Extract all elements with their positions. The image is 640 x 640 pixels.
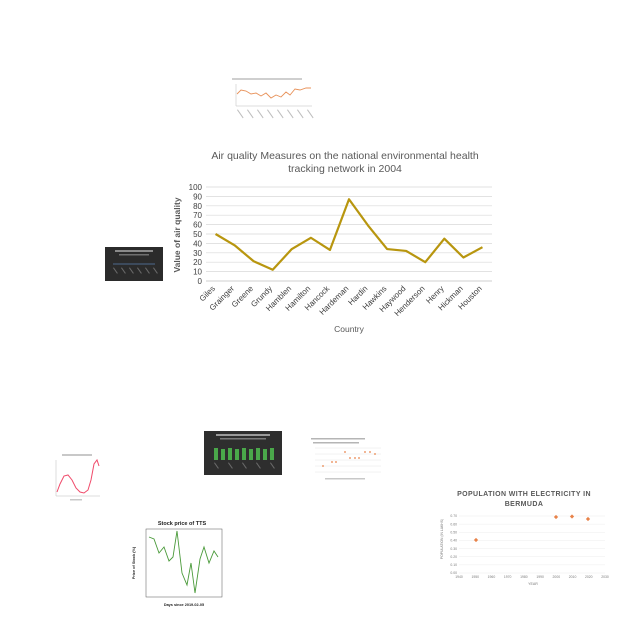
thumbnail-pink-line-chart xyxy=(50,452,102,504)
chart-title-line-1: Air quality Measures on the national env… xyxy=(211,150,478,162)
population-y-tick: 0.70 xyxy=(450,514,457,518)
y-tick-label: 80 xyxy=(193,202,202,211)
y-tick-label: 10 xyxy=(193,268,202,277)
thumbnail-stock-chart: Stock price of TTS Price of Stock (%) Da… xyxy=(130,517,225,609)
y-tick-label: 50 xyxy=(193,230,202,239)
thumbnail-population-chart: POPULATION WITH ELECTRICITY IN BERMUDA P… xyxy=(437,485,612,593)
population-x-tick: 2010 xyxy=(569,575,577,579)
population-x-tick: 2000 xyxy=(553,575,561,579)
thumbnail-dark-chart-left xyxy=(105,247,163,281)
population-y-tick: 0.40 xyxy=(450,539,457,543)
thumbnail-small-line-chart xyxy=(222,76,314,132)
y-axis-label: Value of air quality xyxy=(172,197,182,272)
y-tick-label: 0 xyxy=(198,277,203,286)
thumbnail-army-scatter-chart xyxy=(305,436,383,486)
population-y-tick: 0.60 xyxy=(450,522,457,526)
y-tick-label: 60 xyxy=(193,221,202,230)
y-tick-label: 70 xyxy=(193,211,202,220)
population-x-ticks: 1940 1950 1960 1970 1980 1990 2000 2010 2020 2030 xyxy=(455,575,609,579)
population-x-tick: 1970 xyxy=(504,575,512,579)
population-y-tick: 0.20 xyxy=(450,555,457,559)
chart-title-line-2: tracking network in 2004 xyxy=(288,163,402,175)
population-x-tick: 1940 xyxy=(455,575,463,579)
population-x-tick: 1980 xyxy=(520,575,528,579)
stock-xlabel: Days since 2019-02-05 xyxy=(164,603,204,607)
population-x-tick: 2020 xyxy=(585,575,593,579)
population-y-tick: 0.00 xyxy=(450,571,457,575)
y-tick-label: 100 xyxy=(189,183,203,192)
y-tick-label: 40 xyxy=(193,239,202,248)
series-line xyxy=(214,198,483,271)
population-x-tick: 1960 xyxy=(488,575,496,579)
stock-title: Stock price of TTS xyxy=(158,521,207,527)
population-title-line-1: POPULATION WITH ELECTRICITY IN xyxy=(457,491,591,498)
grid-lines xyxy=(206,186,492,282)
population-title-line-2: BERMUDA xyxy=(505,501,544,508)
y-tick-label: 20 xyxy=(193,258,202,267)
stock-ylabel: Price of Stock (%) xyxy=(132,546,136,579)
population-y-ticks: 0.70 0.60 0.50 0.40 0.30 0.20 0.10 0.00 xyxy=(450,514,457,575)
population-x-tick: 1990 xyxy=(536,575,544,579)
main-line-chart: Air quality Measures on the national env… xyxy=(170,145,510,340)
population-y-tick: 0.30 xyxy=(450,547,457,551)
population-grid xyxy=(459,515,605,574)
population-x-tick: 1950 xyxy=(471,575,479,579)
thumbnail-green-bar-chart xyxy=(204,431,282,475)
x-axis-label: Country xyxy=(334,324,365,334)
y-tick-label: 90 xyxy=(193,192,202,201)
population-ylabel: POPULATION (IN LAKHS) xyxy=(440,519,444,559)
population-x-tick: 2030 xyxy=(601,575,609,579)
x-tick-labels: GilesGraingerGreeneGrundyHamblenHamilton… xyxy=(198,283,484,318)
population-y-tick: 0.50 xyxy=(450,530,457,534)
y-tick-label: 30 xyxy=(193,249,202,258)
series-layer xyxy=(214,198,483,271)
population-xlabel: YEAR xyxy=(528,582,538,586)
population-y-tick: 0.10 xyxy=(450,563,457,567)
